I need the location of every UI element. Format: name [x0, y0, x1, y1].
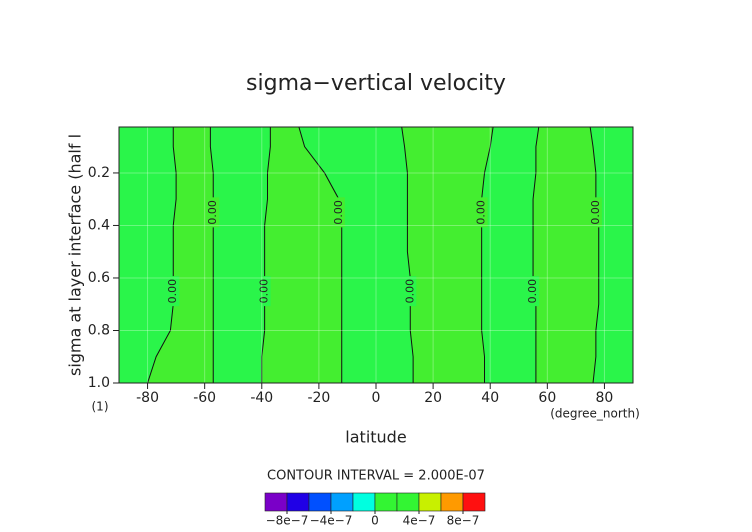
x-axis-unit: (degree_north) — [550, 407, 640, 421]
contour-label-bg — [527, 276, 540, 307]
colorbar-box — [396, 492, 420, 512]
contour-interval: CONTOUR INTERVAL = 2.000E-07 — [267, 469, 485, 484]
contour-label: 0.00 — [166, 279, 179, 304]
colorbar-box — [286, 492, 310, 512]
x-tick-label: -80 — [136, 390, 159, 406]
contour-label: 0.00 — [526, 279, 539, 304]
contour-label-bg — [589, 197, 602, 228]
contour-label-bg — [207, 197, 220, 228]
y-tick-label: 1.0 — [88, 375, 110, 391]
y-tick-label: 0.8 — [88, 322, 110, 338]
contour-line — [481, 126, 494, 383]
colorbar-box — [374, 492, 398, 512]
x-tick-label: 60 — [538, 390, 556, 406]
colorbar-box — [330, 492, 354, 512]
colorbar-box — [418, 492, 442, 512]
contour-line — [401, 126, 414, 383]
contour-label: 0.00 — [589, 200, 602, 225]
x-tick-label: -60 — [193, 390, 216, 406]
y-axis-label: sigma at layer interface (half l — [66, 134, 85, 376]
y-tick-label: 0.4 — [88, 217, 110, 233]
contour-line — [298, 126, 343, 383]
x-tick-label: -20 — [307, 390, 330, 406]
colorbar-box — [440, 492, 464, 512]
colorbar-box — [462, 492, 486, 512]
chart-title: sigma−vertical velocity — [246, 71, 506, 96]
contour-label-bg — [167, 276, 180, 307]
x-tick-label: 40 — [481, 390, 499, 406]
y-tick-label: 0.6 — [88, 270, 110, 286]
contour-label-bg — [404, 276, 417, 307]
colorbar-box — [264, 492, 288, 512]
colorbar-tick-label: −4e−7 — [310, 514, 353, 528]
colorbar-tick-label: −8e−7 — [266, 514, 309, 528]
positive-band — [401, 127, 494, 383]
x-tick-label: 0 — [372, 390, 381, 406]
contour-label-bg — [332, 197, 345, 228]
positive-band — [261, 127, 342, 383]
contour-line — [589, 126, 600, 384]
colorbar-box — [352, 492, 376, 512]
contour-label: 0.00 — [475, 200, 488, 225]
contour-label: 0.00 — [332, 200, 345, 225]
contour-line — [147, 127, 177, 384]
y-tick-label: 0.2 — [88, 165, 110, 181]
y-axis-unit: (1) — [92, 400, 109, 414]
x-tick-label: -40 — [250, 390, 273, 406]
contour-label: 0.00 — [206, 200, 219, 225]
contour-line — [532, 126, 540, 383]
positive-band — [533, 127, 599, 383]
colorbar-tick-label: 4e−7 — [403, 514, 436, 528]
contour-label-bg — [475, 197, 488, 228]
x-tick-label: 80 — [596, 390, 614, 406]
colorbar-tick-label: 0 — [371, 514, 379, 528]
contour-line — [209, 127, 214, 383]
plot-frame — [118, 126, 634, 384]
positive-band — [147, 127, 214, 383]
contour-label: 0.00 — [403, 279, 416, 304]
colorbar-tick-label: 8e−7 — [447, 514, 480, 528]
contour-label-bg — [258, 276, 271, 307]
x-axis-label: latitude — [345, 428, 406, 447]
x-tick-label: 20 — [424, 390, 442, 406]
colorbar-box — [308, 492, 332, 512]
contour-line — [261, 127, 271, 383]
contour-label: 0.00 — [258, 279, 271, 304]
